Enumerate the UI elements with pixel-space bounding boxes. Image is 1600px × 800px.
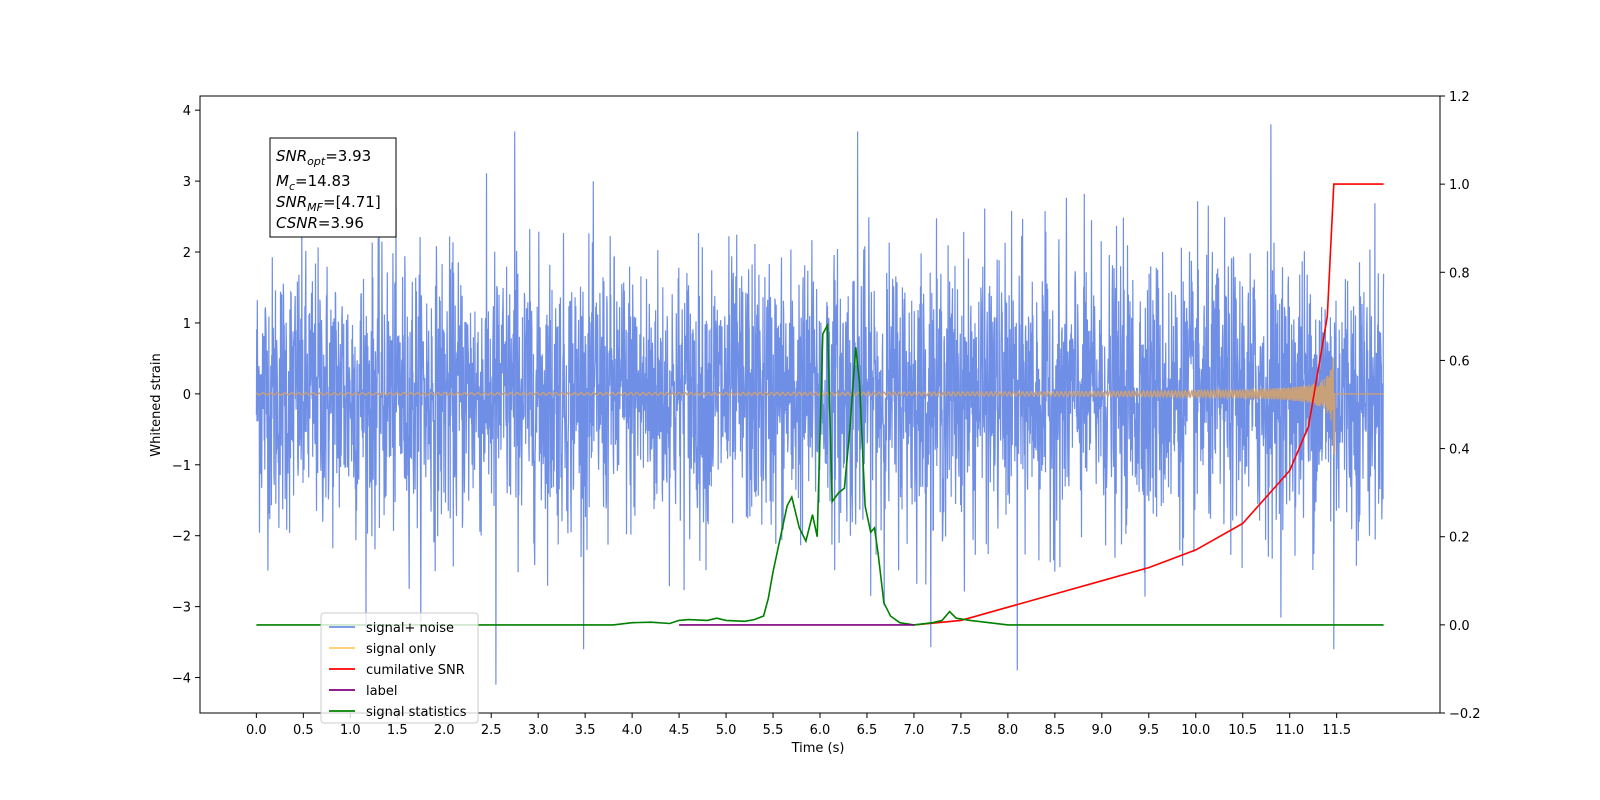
y-tick-label-right: 0.0 xyxy=(1449,619,1470,634)
legend-label: signal statistics xyxy=(366,705,467,720)
x-tick-label: 1.5 xyxy=(387,723,408,738)
legend-entry: label xyxy=(329,684,397,699)
y-tick-label-left: 1 xyxy=(183,317,191,332)
x-tick-label: 8.0 xyxy=(998,723,1019,738)
x-tick-label: 2.5 xyxy=(481,723,502,738)
y-tick-label-left: 3 xyxy=(183,175,191,190)
legend-entry: cumilative SNR xyxy=(329,663,465,678)
series-signal-noise xyxy=(255,124,1385,685)
legend-entry: signal statistics xyxy=(329,705,467,720)
series-cumulative-snr xyxy=(913,183,1384,626)
y-tick-label-right: 1.2 xyxy=(1449,90,1470,105)
x-tick-label: 3.0 xyxy=(528,723,549,738)
x-tick-label: 7.0 xyxy=(904,723,925,738)
legend-frame xyxy=(320,612,479,724)
legend-entry: signal+ noise xyxy=(329,621,454,636)
series-signal-only xyxy=(256,357,1384,455)
x-tick-label: 9.0 xyxy=(1091,723,1112,738)
stat-csnr: CSNR=3.96 xyxy=(276,214,364,232)
x-tick-label: 4.0 xyxy=(622,723,643,738)
stat-snr-opt: SNRopt=3.93 xyxy=(276,147,371,168)
x-tick-label: 5.5 xyxy=(763,723,784,738)
y-tick-label-left: 4 xyxy=(183,104,191,119)
legend-entry: signal only xyxy=(329,642,436,657)
x-tick-label: 6.0 xyxy=(810,723,831,738)
y-axis-label: Whitened strain xyxy=(149,353,164,456)
y-axis-right: −0.2 0.0 0.2 0.4 0.6 0.8 1.0 1.2 xyxy=(1440,90,1481,722)
stat-mc: Mc=14.83 xyxy=(276,172,351,193)
legend-label: cumilative SNR xyxy=(366,663,465,678)
legend-label: signal+ noise xyxy=(366,621,454,636)
x-tick-label: 6.5 xyxy=(857,723,878,738)
y-tick-label-left: −3 xyxy=(172,601,191,616)
y-tick-label-left: −1 xyxy=(172,459,191,474)
x-tick-label: 4.5 xyxy=(669,723,690,738)
y-tick-label-left: 2 xyxy=(183,246,191,261)
y-tick-label-right: 0.8 xyxy=(1449,266,1470,281)
x-tick-label: 2.0 xyxy=(434,723,455,738)
x-tick-label: 3.5 xyxy=(575,723,596,738)
x-tick-label: 10.0 xyxy=(1181,723,1210,738)
x-axis: 0.0 0.5 1.0 1.5 2.0 2.5 3.0 3.5 4.0 4.5 5.0 5.5 6.0 6… xyxy=(246,713,1351,738)
stat-snr-mf: SNRMF=[4.71] xyxy=(276,193,381,214)
x-tick-label: 11.5 xyxy=(1322,723,1351,738)
y-tick-label-right: 0.2 xyxy=(1449,531,1470,546)
y-tick-label-right: −0.2 xyxy=(1449,707,1481,722)
y-tick-label-right: 0.6 xyxy=(1449,354,1470,369)
y-tick-label-left: −4 xyxy=(172,672,191,687)
stats-box-frame xyxy=(269,137,397,238)
x-tick-label: 1.0 xyxy=(340,723,361,738)
legend-label: signal only xyxy=(366,642,436,657)
x-tick-label: 5.0 xyxy=(716,723,737,738)
y-tick-label-right: 1.0 xyxy=(1449,178,1470,193)
x-tick-label: 10.5 xyxy=(1228,723,1257,738)
x-tick-label: 0.5 xyxy=(293,723,314,738)
x-axis-label: Time (s) xyxy=(791,741,845,756)
legend: signal+ noise signal only cumilative SNR la… xyxy=(320,612,479,724)
x-tick-label: 0.0 xyxy=(246,723,267,738)
series-signal-statistics xyxy=(256,322,1384,626)
y-tick-label-left: −2 xyxy=(172,530,191,545)
x-tick-label: 8.5 xyxy=(1045,723,1066,738)
x-tick-label: 11.0 xyxy=(1275,723,1304,738)
y-tick-label-left: 0 xyxy=(183,388,191,403)
stats-box: SNRopt=3.93 Mc=14.83 SNRMF=[4.71] CSNR=3… xyxy=(269,137,397,238)
y-tick-label-right: 0.4 xyxy=(1449,443,1470,458)
x-tick-label: 9.5 xyxy=(1138,723,1159,738)
legend-label: label xyxy=(366,684,397,699)
x-tick-label: 7.5 xyxy=(951,723,972,738)
y-axis-left: −4 −3 −2 −1 0 1 2 3 4 xyxy=(172,104,200,687)
